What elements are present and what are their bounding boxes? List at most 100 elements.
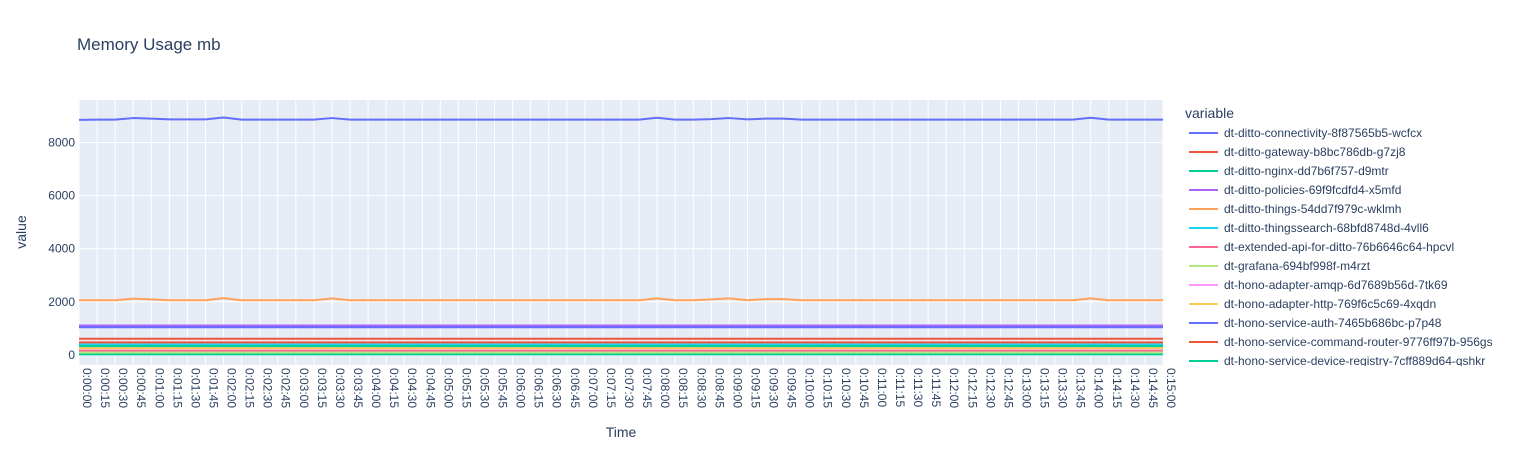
chart-title: Memory Usage mb	[77, 35, 221, 54]
series-line[interactable]	[79, 297, 1163, 302]
x-tick-label: 0:00:30	[116, 368, 130, 408]
x-tick-label: 0:10:30	[839, 368, 853, 408]
x-tick-label: 0:13:15	[1038, 368, 1052, 408]
legend-item[interactable]: dt-hono-adapter-http-769f6c5c69-4xqdn	[1189, 297, 1436, 311]
x-tick-label: 0:11:15	[893, 368, 907, 407]
x-tick-label: 0:05:45	[496, 368, 510, 408]
series-line[interactable]	[78, 116, 1163, 121]
x-tick-label: 0:03:15	[315, 368, 329, 408]
x-tick-label: 0:02:30	[261, 368, 275, 408]
legend-item[interactable]: dt-ditto-things-54dd7f979c-wklmh	[1189, 202, 1401, 216]
legend-item[interactable]: dt-hono-adapter-amqp-6d7689b56d-7tk69	[1189, 278, 1448, 292]
legend-items[interactable]: dt-ditto-connectivity-8f87565b5-wcfcx dt-…	[1189, 126, 1493, 368]
legend-item[interactable]: dt-hono-service-device-registry-7cff889d…	[1189, 354, 1485, 368]
x-tick-label: 0:12:15	[965, 368, 979, 408]
y-axis-title: value	[13, 215, 29, 249]
x-tick-label: 0:06:30	[550, 368, 564, 408]
legend-label: dt-ditto-things-54dd7f979c-wklmh	[1224, 202, 1401, 216]
x-tick-label: 0:11:45	[929, 368, 943, 407]
x-axis-title: Time	[606, 424, 637, 440]
x-tick-label: 0:01:45	[206, 368, 220, 408]
x-tick-label: 0:12:30	[983, 368, 997, 408]
x-tick-label: 0:08:45	[712, 368, 726, 408]
x-tick-label: 0:03:45	[351, 368, 365, 408]
x-tick-label: 0:09:15	[748, 368, 762, 408]
x-tick-label: 0:11:00	[875, 368, 889, 407]
x-tick-label: 0:05:30	[477, 368, 491, 408]
x-tick-label: 0:13:30	[1056, 368, 1070, 408]
legend-label: dt-hono-adapter-http-769f6c5c69-4xqdn	[1224, 297, 1436, 311]
x-tick-label: 0:05:00	[441, 368, 455, 408]
x-tick-label: 0:14:00	[1092, 368, 1106, 408]
y-tick-label: 4000	[48, 242, 75, 256]
legend-label: dt-extended-api-for-ditto-76b6646c64-hpc…	[1224, 240, 1454, 254]
x-tick-label: 0:14:45	[1146, 368, 1160, 408]
x-tick-label: 0:13:00	[1019, 368, 1033, 408]
legend-item[interactable]: dt-grafana-694bf998f-m4rzt	[1189, 259, 1371, 273]
x-axis-ticks: 0:00:00 0:00:15 0:00:30 0:00:45 0:01:00 0:01:…	[80, 368, 1178, 408]
x-tick-label: 0:02:15	[243, 368, 257, 408]
y-tick-label: 2000	[48, 295, 75, 309]
legend-label: dt-ditto-policies-69f9fcdfd4-x5mfd	[1224, 183, 1401, 197]
x-tick-label: 0:14:15	[1110, 368, 1124, 408]
y-tick-label: 8000	[48, 135, 75, 149]
x-tick-label: 0:05:15	[459, 368, 473, 408]
legend-title: variable	[1185, 105, 1234, 121]
y-tick-label: 0	[68, 348, 75, 362]
x-tick-label: 0:04:15	[387, 368, 401, 408]
x-tick-label: 0:11:30	[911, 368, 925, 407]
x-tick-label: 0:00:00	[80, 368, 94, 408]
legend-item[interactable]: dt-hono-service-auth-7465b686bc-p7p48	[1189, 316, 1442, 330]
x-tick-label: 0:03:00	[297, 368, 311, 408]
x-tick-label: 0:04:00	[369, 368, 383, 408]
x-tick-label: 0:08:00	[658, 368, 672, 408]
x-tick-label: 0:09:00	[730, 368, 744, 408]
x-tick-label: 0:01:00	[152, 368, 166, 408]
y-axis-ticks: 0 2000 4000 6000 8000	[48, 135, 75, 361]
x-tick-label: 0:07:00	[586, 368, 600, 408]
x-tick-label: 0:07:15	[604, 368, 618, 408]
legend-item[interactable]: dt-ditto-policies-69f9fcdfd4-x5mfd	[1189, 183, 1401, 197]
x-tick-label: 0:10:00	[803, 368, 817, 408]
x-tick-label: 0:04:45	[423, 368, 437, 408]
legend-item[interactable]: dt-ditto-gateway-b8bc786db-g7zj8	[1189, 145, 1406, 159]
x-tick-label: 0:08:30	[694, 368, 708, 408]
grid-lines	[78, 100, 1164, 365]
x-tick-label: 0:08:15	[676, 368, 690, 408]
x-tick-label: 0:12:00	[947, 368, 961, 408]
legend-item[interactable]: dt-extended-api-for-ditto-76b6646c64-hpc…	[1189, 240, 1454, 254]
x-tick-label: 0:14:30	[1128, 368, 1142, 408]
legend-label: dt-hono-adapter-amqp-6d7689b56d-7tk69	[1224, 278, 1448, 292]
x-tick-label: 0:07:30	[622, 368, 636, 408]
legend-item[interactable]: dt-ditto-thingssearch-68bfd8748d-4vll6	[1189, 221, 1429, 235]
x-tick-label: 0:03:30	[333, 368, 347, 408]
x-tick-label: 0:10:15	[821, 368, 835, 408]
x-tick-label: 0:13:45	[1074, 368, 1088, 408]
legend-item[interactable]: dt-ditto-connectivity-8f87565b5-wcfcx	[1189, 126, 1422, 140]
x-tick-label: 0:15:00	[1164, 368, 1178, 408]
x-tick-label: 0:00:45	[134, 368, 148, 408]
x-tick-label: 0:06:15	[532, 368, 546, 408]
legend-label: dt-ditto-connectivity-8f87565b5-wcfcx	[1224, 126, 1422, 140]
legend[interactable]: variable dt-ditto-connectivity-8f87565b5…	[1185, 105, 1493, 368]
x-tick-label: 0:01:15	[170, 368, 184, 408]
x-tick-label: 0:06:00	[514, 368, 528, 408]
x-tick-label: 0:06:45	[568, 368, 582, 408]
legend-item[interactable]: dt-hono-service-command-router-9776ff97b…	[1189, 335, 1493, 349]
y-tick-label: 6000	[48, 189, 75, 203]
x-tick-label: 0:04:30	[405, 368, 419, 408]
x-tick-label: 0:09:30	[767, 368, 781, 408]
x-tick-label: 0:01:30	[188, 368, 202, 408]
x-tick-label: 0:02:45	[279, 368, 293, 408]
legend-label: dt-ditto-nginx-dd7b6f757-d9mtr	[1224, 164, 1389, 178]
legend-label: dt-hono-service-auth-7465b686bc-p7p48	[1224, 316, 1442, 330]
x-tick-label: 0:07:45	[640, 368, 654, 408]
x-tick-label: 0:00:15	[98, 368, 112, 408]
legend-label: dt-ditto-thingssearch-68bfd8748d-4vll6	[1224, 221, 1429, 235]
series-lines[interactable]	[78, 116, 1163, 356]
x-tick-label: 0:09:45	[785, 368, 799, 408]
legend-label: dt-ditto-gateway-b8bc786db-g7zj8	[1224, 145, 1406, 159]
legend-item[interactable]: dt-ditto-nginx-dd7b6f757-d9mtr	[1189, 164, 1389, 178]
x-tick-label: 0:10:45	[857, 368, 871, 408]
